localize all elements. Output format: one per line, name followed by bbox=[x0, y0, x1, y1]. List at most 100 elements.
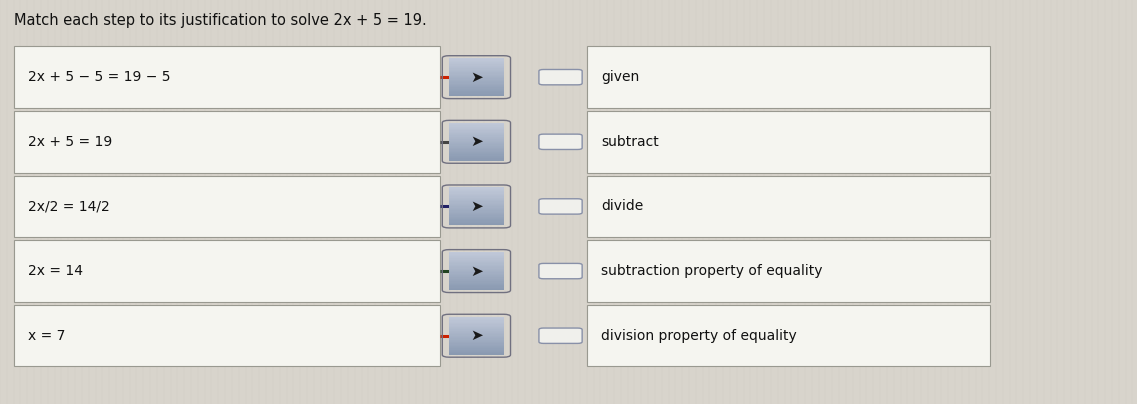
FancyBboxPatch shape bbox=[449, 208, 504, 209]
FancyBboxPatch shape bbox=[449, 280, 504, 281]
FancyBboxPatch shape bbox=[449, 338, 504, 339]
FancyBboxPatch shape bbox=[449, 282, 504, 284]
FancyBboxPatch shape bbox=[449, 279, 504, 280]
FancyBboxPatch shape bbox=[449, 157, 504, 158]
FancyBboxPatch shape bbox=[449, 199, 504, 200]
FancyBboxPatch shape bbox=[449, 224, 504, 225]
FancyBboxPatch shape bbox=[449, 252, 504, 253]
FancyBboxPatch shape bbox=[449, 342, 504, 343]
FancyBboxPatch shape bbox=[449, 91, 504, 93]
FancyBboxPatch shape bbox=[449, 153, 504, 154]
FancyBboxPatch shape bbox=[449, 281, 504, 282]
FancyBboxPatch shape bbox=[449, 160, 504, 161]
FancyBboxPatch shape bbox=[449, 200, 504, 201]
FancyBboxPatch shape bbox=[449, 221, 504, 222]
FancyBboxPatch shape bbox=[449, 347, 504, 348]
FancyBboxPatch shape bbox=[14, 176, 440, 237]
Text: x = 7: x = 7 bbox=[28, 329, 66, 343]
FancyBboxPatch shape bbox=[449, 65, 504, 66]
FancyBboxPatch shape bbox=[449, 190, 504, 191]
FancyBboxPatch shape bbox=[449, 81, 504, 82]
FancyBboxPatch shape bbox=[587, 240, 990, 302]
FancyBboxPatch shape bbox=[449, 139, 504, 141]
FancyBboxPatch shape bbox=[449, 75, 504, 76]
FancyBboxPatch shape bbox=[449, 323, 504, 324]
FancyBboxPatch shape bbox=[449, 253, 504, 255]
FancyBboxPatch shape bbox=[14, 46, 440, 108]
FancyBboxPatch shape bbox=[449, 133, 504, 134]
FancyBboxPatch shape bbox=[449, 255, 504, 256]
FancyBboxPatch shape bbox=[449, 213, 504, 214]
FancyBboxPatch shape bbox=[449, 204, 504, 205]
FancyBboxPatch shape bbox=[449, 142, 504, 143]
FancyBboxPatch shape bbox=[449, 320, 504, 322]
FancyBboxPatch shape bbox=[449, 158, 504, 160]
FancyBboxPatch shape bbox=[449, 149, 504, 151]
FancyBboxPatch shape bbox=[449, 135, 504, 137]
FancyBboxPatch shape bbox=[449, 263, 504, 265]
FancyBboxPatch shape bbox=[449, 322, 504, 323]
Text: 2x = 14: 2x = 14 bbox=[28, 264, 83, 278]
FancyBboxPatch shape bbox=[449, 288, 504, 289]
FancyBboxPatch shape bbox=[449, 318, 504, 319]
FancyBboxPatch shape bbox=[449, 71, 504, 72]
FancyBboxPatch shape bbox=[449, 198, 504, 199]
FancyBboxPatch shape bbox=[449, 61, 504, 62]
FancyBboxPatch shape bbox=[449, 348, 504, 350]
FancyBboxPatch shape bbox=[449, 203, 504, 204]
FancyBboxPatch shape bbox=[449, 261, 504, 262]
FancyBboxPatch shape bbox=[449, 328, 504, 329]
FancyBboxPatch shape bbox=[449, 217, 504, 218]
FancyBboxPatch shape bbox=[449, 265, 504, 266]
FancyBboxPatch shape bbox=[449, 345, 504, 346]
FancyBboxPatch shape bbox=[449, 271, 504, 272]
FancyBboxPatch shape bbox=[449, 74, 504, 75]
FancyBboxPatch shape bbox=[449, 223, 504, 224]
Text: Match each step to its justification to solve 2x + 5 = 19.: Match each step to its justification to … bbox=[14, 13, 426, 28]
FancyBboxPatch shape bbox=[539, 328, 582, 343]
FancyBboxPatch shape bbox=[449, 284, 504, 285]
Text: ➤: ➤ bbox=[470, 263, 483, 279]
FancyBboxPatch shape bbox=[449, 77, 504, 78]
Text: 2x + 5 = 19: 2x + 5 = 19 bbox=[28, 135, 113, 149]
FancyBboxPatch shape bbox=[449, 256, 504, 257]
FancyBboxPatch shape bbox=[449, 95, 504, 96]
FancyBboxPatch shape bbox=[449, 332, 504, 333]
FancyBboxPatch shape bbox=[449, 84, 504, 85]
FancyBboxPatch shape bbox=[449, 274, 504, 275]
FancyBboxPatch shape bbox=[449, 87, 504, 88]
FancyBboxPatch shape bbox=[449, 285, 504, 286]
FancyBboxPatch shape bbox=[449, 266, 504, 267]
Text: ➤: ➤ bbox=[470, 328, 483, 343]
FancyBboxPatch shape bbox=[449, 289, 504, 290]
FancyBboxPatch shape bbox=[449, 333, 504, 335]
FancyBboxPatch shape bbox=[449, 148, 504, 149]
FancyBboxPatch shape bbox=[539, 69, 582, 85]
FancyBboxPatch shape bbox=[449, 126, 504, 128]
FancyBboxPatch shape bbox=[449, 85, 504, 86]
FancyBboxPatch shape bbox=[449, 209, 504, 210]
FancyBboxPatch shape bbox=[449, 262, 504, 263]
FancyBboxPatch shape bbox=[449, 351, 504, 352]
FancyBboxPatch shape bbox=[449, 134, 504, 135]
FancyBboxPatch shape bbox=[449, 58, 504, 59]
FancyBboxPatch shape bbox=[449, 154, 504, 156]
FancyBboxPatch shape bbox=[449, 187, 504, 189]
FancyBboxPatch shape bbox=[449, 329, 504, 330]
FancyBboxPatch shape bbox=[449, 151, 504, 152]
FancyBboxPatch shape bbox=[449, 327, 504, 328]
FancyBboxPatch shape bbox=[449, 191, 504, 192]
FancyBboxPatch shape bbox=[449, 156, 504, 157]
FancyBboxPatch shape bbox=[449, 93, 504, 94]
FancyBboxPatch shape bbox=[449, 194, 504, 195]
FancyBboxPatch shape bbox=[449, 326, 504, 327]
FancyBboxPatch shape bbox=[449, 341, 504, 342]
FancyBboxPatch shape bbox=[449, 201, 504, 203]
FancyBboxPatch shape bbox=[449, 195, 504, 196]
FancyBboxPatch shape bbox=[449, 189, 504, 190]
FancyBboxPatch shape bbox=[449, 130, 504, 132]
FancyBboxPatch shape bbox=[449, 62, 504, 63]
FancyBboxPatch shape bbox=[449, 354, 504, 355]
Text: 2x/2 = 14/2: 2x/2 = 14/2 bbox=[28, 200, 110, 213]
FancyBboxPatch shape bbox=[449, 324, 504, 326]
